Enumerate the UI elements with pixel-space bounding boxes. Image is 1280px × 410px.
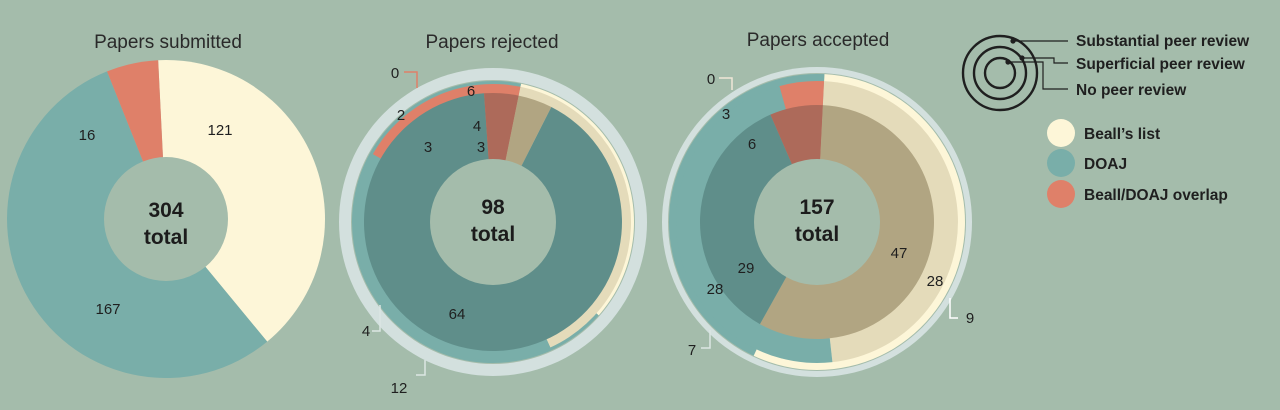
label-accepted-none-doaj: 7 xyxy=(688,342,696,359)
ring-icon-inner xyxy=(983,56,1017,90)
ring-leader-middle xyxy=(1022,57,1068,64)
chart-title-submitted: Papers submitted xyxy=(94,32,242,53)
legend-superficial-peer-review: Superficial peer review xyxy=(1076,56,1246,73)
slice-accepted-center xyxy=(754,159,880,285)
label-accepted-substantial-doaj: 29 xyxy=(738,260,755,277)
leader-accepted-none-overlap xyxy=(719,77,733,90)
label-submitted-doaj: 167 xyxy=(95,301,120,318)
leader-rejected-none-overlap xyxy=(404,71,418,88)
chart-papers-rejected xyxy=(339,68,647,376)
chart-title-rejected: Papers rejected xyxy=(425,32,558,53)
total-value-submitted: 304 xyxy=(148,199,183,222)
label-rejected-substantial-overlap: 3 xyxy=(424,139,432,156)
label-accepted-superficial-doaj: 28 xyxy=(707,281,724,298)
label-rejected-none-overlap: 0 xyxy=(391,65,399,82)
legend-bealls-list: Beall’s list xyxy=(1084,126,1160,143)
leader-lines xyxy=(372,71,958,376)
ring-icon-outer xyxy=(961,34,1039,112)
leader-rejected-superficial-doaj xyxy=(372,305,381,332)
label-rejected-substantial-doaj: 64 xyxy=(449,306,466,323)
label-submitted-overlap: 16 xyxy=(79,127,96,144)
leader-accepted-none-doaj xyxy=(701,330,711,349)
total-value-accepted: 157 xyxy=(799,196,834,219)
ring-leader-inner xyxy=(1008,61,1068,90)
label-accepted-none-bealls: 9 xyxy=(966,310,974,327)
total-label-rejected: total xyxy=(471,223,515,246)
legend-swatch-doaj xyxy=(1047,149,1075,177)
total-label-accepted: total xyxy=(795,223,839,246)
label-rejected-superficial-overlap: 2 xyxy=(397,107,405,124)
label-submitted-bealls: 121 xyxy=(207,122,232,139)
legend-swatch-bealls xyxy=(1047,119,1075,147)
legend-doaj: DOAJ xyxy=(1084,156,1127,173)
legend-swatch-overlap xyxy=(1047,180,1075,208)
label-rejected-substantial-bealls: 3 xyxy=(477,139,485,156)
label-accepted-substantial-bealls: 47 xyxy=(891,245,908,262)
total-value-rejected: 98 xyxy=(481,196,505,219)
chart-papers-submitted xyxy=(7,59,326,378)
legend-substantial-peer-review: Substantial peer review xyxy=(1076,33,1250,50)
ring-icon-middle xyxy=(972,45,1028,101)
leader-rejected-none-doaj xyxy=(416,360,426,376)
leader-accepted-none-bealls xyxy=(949,298,958,319)
label-rejected-none-bealls: 6 xyxy=(467,83,475,100)
chart-papers-accepted xyxy=(662,67,972,377)
legend-beall-doaj-overlap: Beall/DOAJ overlap xyxy=(1084,187,1228,204)
slice-rejected-center xyxy=(430,159,556,285)
ring-legend-icon xyxy=(961,34,1068,112)
legend-no-peer-review: No peer review xyxy=(1076,82,1187,99)
label-accepted-superficial-bealls: 28 xyxy=(927,273,944,290)
center-submitted xyxy=(104,157,228,281)
label-accepted-none-overlap: 0 xyxy=(707,71,715,88)
label-rejected-superficial-bealls: 4 xyxy=(473,118,481,135)
slice-submitted-beall-s-list xyxy=(158,59,326,342)
chart-title-accepted: Papers accepted xyxy=(747,30,890,51)
label-rejected-none-doaj: 12 xyxy=(391,380,408,397)
label-rejected-superficial-doaj: 4 xyxy=(362,323,370,340)
label-accepted-superficial-overlap: 3 xyxy=(722,106,730,123)
label-accepted-substantial-overlap: 6 xyxy=(748,136,756,153)
total-label-submitted: total xyxy=(144,226,188,249)
